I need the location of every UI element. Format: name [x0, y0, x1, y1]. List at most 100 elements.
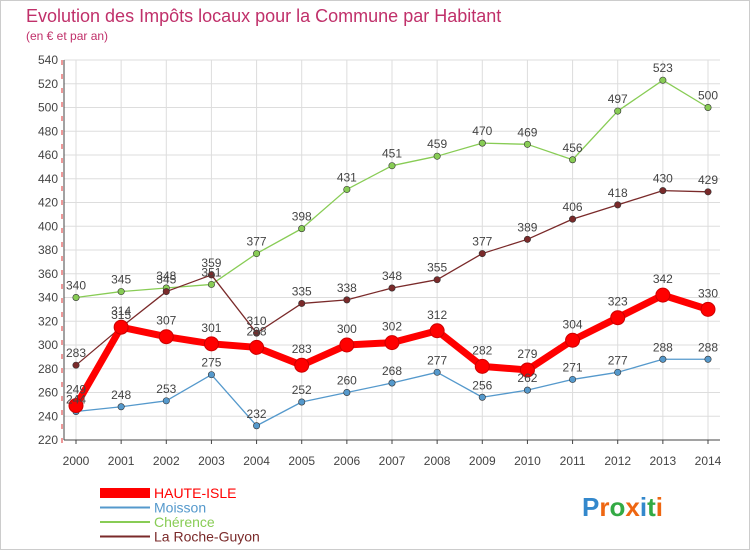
data-point [162, 288, 170, 296]
y-tick-label: 440 [38, 172, 58, 186]
y-tick-label: 540 [38, 53, 58, 67]
x-tick-label: 2007 [379, 454, 406, 468]
data-label: 497 [608, 92, 628, 106]
data-point [298, 299, 306, 307]
data-label: 315 [111, 308, 131, 322]
data-label: 302 [382, 320, 402, 334]
data-point [113, 319, 129, 335]
data-label: 300 [337, 322, 357, 336]
data-point [388, 284, 396, 292]
data-label: 470 [472, 124, 492, 138]
data-label: 345 [111, 273, 131, 287]
legend-label: Chérence [154, 514, 215, 530]
data-point [158, 329, 174, 345]
x-tick-label: 2013 [650, 454, 677, 468]
data-point [249, 339, 265, 355]
x-tick-label: 2010 [514, 454, 541, 468]
logo-letter: x [625, 492, 640, 522]
data-point [433, 152, 441, 160]
data-label: 249 [66, 383, 86, 397]
data-point [704, 188, 712, 196]
data-label: 338 [337, 281, 357, 295]
data-label: 456 [563, 141, 583, 155]
data-label: 314 [111, 304, 131, 318]
data-point [700, 301, 716, 317]
x-tick-label: 2006 [334, 454, 361, 468]
proxiti-logo: Proxiti [582, 492, 663, 522]
x-tick-label: 2003 [198, 454, 225, 468]
data-point [72, 361, 80, 369]
y-tick-label: 420 [38, 196, 58, 210]
legend-label: Moisson [154, 500, 206, 516]
data-point [565, 332, 581, 348]
data-label: 431 [337, 170, 357, 184]
data-label: 248 [111, 388, 131, 402]
data-label: 342 [653, 272, 673, 286]
logo-letter: r [599, 492, 609, 522]
data-point [117, 403, 125, 411]
data-point [614, 201, 622, 209]
y-tick-label: 360 [38, 267, 58, 281]
logo-text: Proxiti [582, 492, 663, 522]
data-point [253, 250, 261, 258]
data-point [478, 250, 486, 258]
data-point [343, 185, 351, 193]
data-label: 500 [698, 89, 718, 103]
data-label: 253 [156, 382, 176, 396]
y-tick-label: 480 [38, 124, 58, 138]
data-point [388, 379, 396, 387]
data-point [523, 235, 531, 243]
data-point [68, 398, 84, 414]
data-label: 340 [66, 279, 86, 293]
x-tick-label: 2005 [288, 454, 315, 468]
chart-subtitle: (en € et par an) [26, 29, 108, 43]
data-point [72, 293, 80, 301]
data-label: 279 [517, 347, 537, 361]
y-tick-label: 240 [38, 409, 58, 423]
data-label: 244 [66, 393, 86, 407]
data-point [429, 323, 445, 339]
data-point [569, 156, 577, 164]
legend-label: La Roche-Guyon [154, 529, 260, 545]
data-point [253, 329, 261, 337]
data-point [569, 215, 577, 223]
data-point [298, 225, 306, 233]
x-tick-label: 2012 [604, 454, 631, 468]
logo-letter: o [609, 492, 625, 522]
data-label: 389 [517, 220, 537, 234]
data-point [523, 386, 531, 394]
y-tick-label: 460 [38, 148, 58, 162]
data-point [117, 288, 125, 296]
data-label: 275 [201, 356, 221, 370]
logo-letter: i [640, 492, 647, 522]
logo-letter: i [656, 492, 663, 522]
data-point [478, 393, 486, 401]
data-label: 377 [247, 235, 267, 249]
x-tick-label: 2002 [153, 454, 180, 468]
data-label: 312 [427, 308, 447, 322]
y-tick-label: 320 [38, 314, 58, 328]
data-label: 232 [247, 407, 267, 421]
y-tick-label: 520 [38, 77, 58, 91]
data-point [384, 335, 400, 351]
data-point [614, 368, 622, 376]
data-label: 429 [698, 173, 718, 187]
data-point [433, 276, 441, 284]
data-point [207, 371, 215, 379]
data-label: 398 [292, 210, 312, 224]
data-label: 348 [382, 269, 402, 283]
x-tick-label: 2001 [108, 454, 135, 468]
data-label: 359 [201, 256, 221, 270]
data-label: 335 [292, 284, 312, 298]
data-label: 304 [563, 317, 583, 331]
data-label: 451 [382, 147, 402, 161]
x-tick-label: 2008 [424, 454, 451, 468]
y-tick-label: 260 [38, 386, 58, 400]
data-point [203, 336, 219, 352]
data-label: 256 [472, 378, 492, 392]
data-point [569, 375, 577, 383]
data-label: 355 [427, 261, 447, 275]
legend-label: HAUTE-ISLE [154, 485, 236, 501]
